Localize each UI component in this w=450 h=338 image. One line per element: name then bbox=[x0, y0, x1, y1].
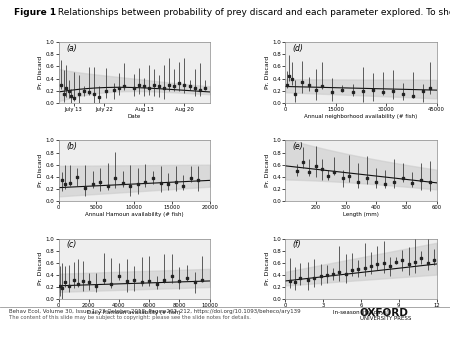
Text: Relationships between probability of prey discard and each parameter explored. T: Relationships between probability of pre… bbox=[55, 8, 450, 18]
Text: (e): (e) bbox=[293, 142, 304, 151]
Text: (b): (b) bbox=[66, 142, 77, 151]
Text: Behav Ecol, Volume 30, Issue 1, 23 October 2018, Pages 202–212, https://doi.org/: Behav Ecol, Volume 30, Issue 1, 23 Octob… bbox=[9, 309, 301, 314]
X-axis label: In-season life (days): In-season life (days) bbox=[333, 310, 389, 315]
Y-axis label: Pr. Discard: Pr. Discard bbox=[266, 154, 270, 187]
Y-axis label: Pr. Discard: Pr. Discard bbox=[266, 252, 270, 286]
X-axis label: Annual neighborhood availability (# fish): Annual neighborhood availability (# fish… bbox=[304, 114, 418, 119]
Text: OXFORD: OXFORD bbox=[360, 308, 409, 318]
X-axis label: Date: Date bbox=[127, 114, 141, 119]
Text: (a): (a) bbox=[66, 44, 76, 53]
Text: (d): (d) bbox=[293, 44, 304, 53]
Y-axis label: Pr. Discard: Pr. Discard bbox=[39, 154, 44, 187]
Text: UNIVERSITY PRESS: UNIVERSITY PRESS bbox=[360, 316, 411, 321]
Y-axis label: Pr. Discard: Pr. Discard bbox=[39, 252, 44, 286]
Text: (c): (c) bbox=[66, 240, 76, 249]
Y-axis label: Pr. Discard: Pr. Discard bbox=[266, 56, 270, 89]
X-axis label: Length (mm): Length (mm) bbox=[343, 212, 379, 217]
Text: The content of this slide may be subject to copyright: please see the slide note: The content of this slide may be subject… bbox=[9, 315, 251, 320]
X-axis label: Daily Hamoun availability (# fish): Daily Hamoun availability (# fish) bbox=[87, 310, 181, 315]
Text: Figure 1: Figure 1 bbox=[14, 8, 56, 18]
X-axis label: Annual Hamoun availability (# fish): Annual Hamoun availability (# fish) bbox=[85, 212, 184, 217]
Y-axis label: Pr. Discard: Pr. Discard bbox=[39, 56, 44, 89]
Text: (f): (f) bbox=[293, 240, 302, 249]
